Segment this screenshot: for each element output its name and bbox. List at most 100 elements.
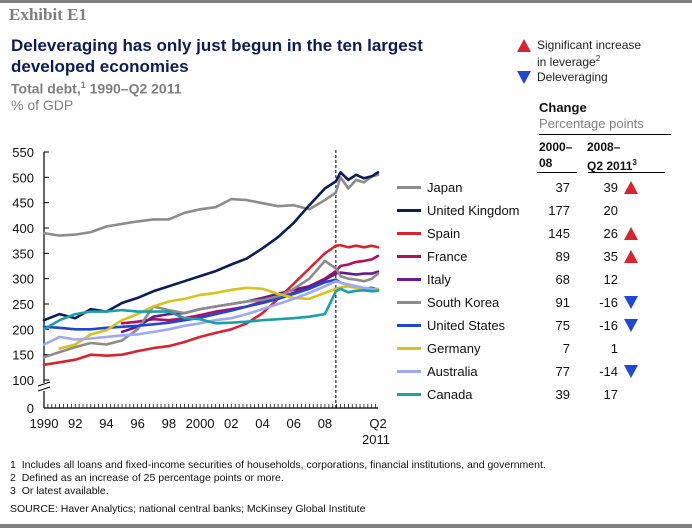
change-title: Change [539,100,587,115]
key-increase-line2: in leverage [537,55,596,69]
country-name: United States [427,318,506,333]
y-tick-label: 250 [12,297,34,312]
legend-swatch [397,324,421,327]
legend-swatch [397,370,421,373]
decrease-triangle-icon [624,296,638,309]
col2-line1: 2008– [587,140,621,154]
col2-line2: Q2 2011 [587,159,633,173]
increase-triangle-icon [517,39,531,52]
y-tick-label: 450 [12,196,34,211]
series-line-germany [58,285,380,350]
y-tick-label: 400 [12,221,34,236]
legend-swatch [397,278,421,281]
x-tick-label: 96 [130,416,144,431]
y-tick-label: 350 [12,246,34,261]
series-line-australia [42,279,380,346]
change-2008-2011: 12 [603,272,618,287]
increase-triangle-icon [624,227,638,240]
legend-row: Australia 77 -14 [394,362,692,382]
key-increase-footnote-ref: 2 [595,54,601,63]
bottom-rule [0,524,692,528]
footnote-1: 1 Includes all loans and fixed-income se… [10,459,546,472]
legend-row: Italy 68 12 [394,270,692,290]
y-tick-label: 150 [12,348,34,363]
change-2008-2011: 1 [610,341,618,356]
legend-swatch [397,301,421,304]
col-header-2008-2011: 2008– Q2 20113 [587,139,637,174]
x-tick-label: 1990 [30,416,59,431]
change-2000-08: 145 [548,226,570,241]
series-line-spain [42,243,380,367]
series-line-united-kingdom [42,171,380,322]
legend-row: Japan 37 39 [394,178,692,198]
change-2008-2011: 26 [603,226,618,241]
series-line-canada [42,287,380,331]
decrease-triangle-icon [517,71,531,84]
x-tick-label: 04 [255,416,269,431]
legend-row: Germany 7 1 [394,339,692,359]
subtitle-footnote-ref: 1 [80,80,86,90]
change-subtitle: Percentage points [539,116,644,131]
key-increase-line1: Significant increase [537,38,642,52]
chart-title: Deleveraging has only just begun in the … [11,36,423,76]
x-tick-label-year: 2011 [362,432,390,447]
footnote-text: Includes all loans and fixed-income secu… [21,459,546,471]
y-tick-label: 500 [12,170,34,185]
footnote-num: 2 [10,472,16,484]
subtitle-main: Total debt, [11,80,81,97]
footnote-num: 3 [10,485,16,497]
change-2008-2011: -16 [599,318,618,333]
footnote-text: Defined as an increase of 25 percentage … [21,472,284,484]
country-name: France [427,249,468,264]
source-note: SOURCE: Haver Analytics; national centra… [10,503,366,515]
axis-break-mark [37,381,51,387]
country-name: Canada [427,387,473,402]
top-rule [0,0,692,3]
increase-triangle-icon [624,181,638,194]
legend-swatch [397,347,421,350]
country-name: Japan [427,180,463,195]
change-2008-2011: 17 [603,387,618,402]
col-header-2000-08: 2000– 08 [539,139,572,171]
x-tick-label: 02 [224,416,238,431]
change-2008-2011: -16 [599,295,618,310]
change-2000-08: 75 [555,318,570,333]
x-tick-label: 98 [162,416,176,431]
decrease-triangle-icon [624,319,638,332]
y-tick-label: 100 [12,373,34,388]
header-rule [539,134,671,135]
increase-triangle-icon [624,250,638,263]
country-name: Italy [427,272,451,287]
decrease-triangle-icon [624,365,638,378]
key-decrease: Deleveraging [537,70,608,84]
x-tick-label: 92 [68,416,82,431]
unit-label: % of GDP [11,97,74,113]
legend-row: Canada 39 17 [394,385,692,405]
exhibit-label: Exhibit E1 [9,5,87,24]
country-name: Australia [427,364,478,379]
legend-swatch [397,209,421,212]
col1-line1: 2000– [539,140,573,154]
country-name: South Korea [427,295,500,310]
country-name: Germany [427,341,481,356]
y-tick-label: 200 [12,322,34,337]
legend-row: France 89 35 [394,247,692,267]
key-increase: Significant increase in leverage2 [537,39,641,69]
x-tick-label: 94 [99,416,113,431]
x-tick-label: 2000 [186,416,215,431]
change-2008-2011: 39 [603,180,618,195]
country-name: Spain [427,226,461,241]
change-2008-2011: -14 [599,364,618,379]
col2-footnote-ref: 3 [632,158,637,167]
legend-swatch [397,232,421,235]
x-tick-label: 08 [318,416,332,431]
chart-subtitle: Total debt,1 1990–Q2 2011 [11,80,182,97]
series-line-south-korea [42,259,380,359]
change-2000-08: 37 [555,180,570,195]
footnote-num: 1 [10,459,16,471]
legend-swatch [397,186,421,189]
footnote-2: 2 Defined as an increase of 25 percentag… [10,472,546,485]
legend-row: United Kingdom 177 20 [394,201,692,221]
change-2008-2011: 20 [603,203,618,218]
